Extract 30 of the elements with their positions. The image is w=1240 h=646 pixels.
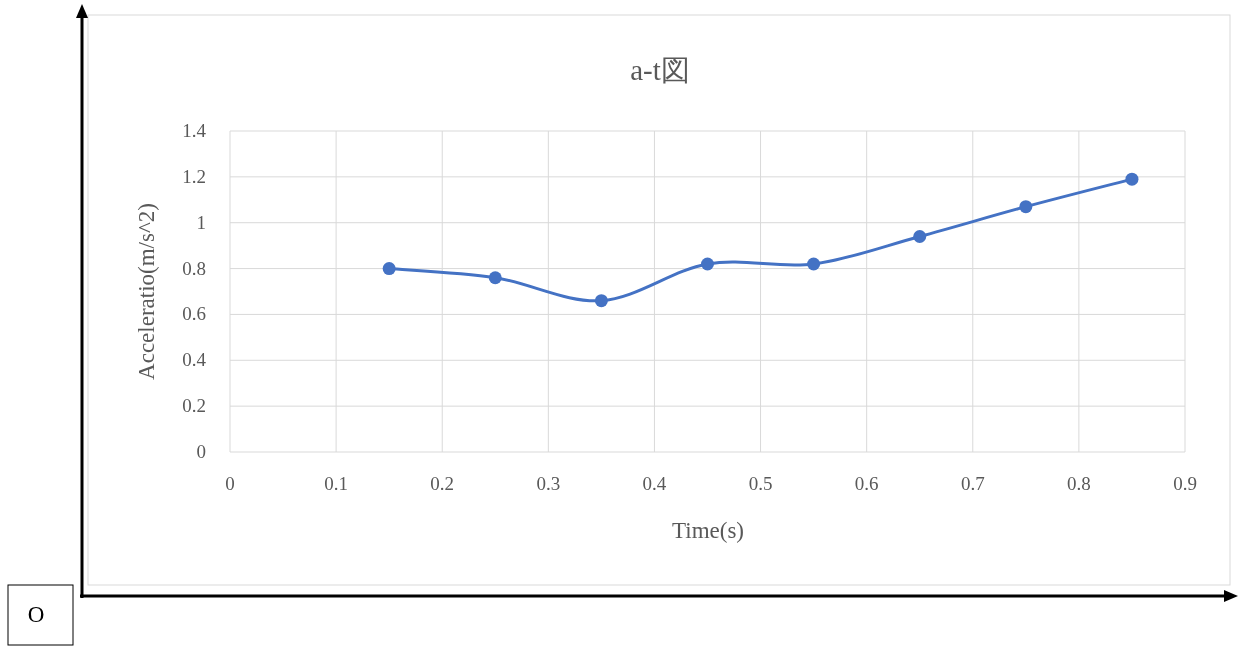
- point: [1019, 200, 1033, 214]
- y-axis-title: Acceleratio(m/s^2): [134, 203, 159, 380]
- point: [488, 271, 502, 285]
- chart-title: a-t図: [630, 54, 690, 86]
- x-tick-label: 0.7: [960, 473, 985, 494]
- x-tick-label: 0.1: [324, 473, 348, 494]
- point: [382, 262, 396, 276]
- x-tick-label: 0.6: [854, 473, 879, 494]
- y-tick-label: 1.2: [182, 165, 206, 187]
- y-tick-label: 0.8: [182, 257, 206, 279]
- y-tick-label: 0.6: [182, 303, 206, 325]
- x-tick-label: 0: [225, 473, 235, 494]
- point: [807, 257, 821, 271]
- y-tick-label: 1.4: [182, 120, 207, 141]
- x-tick-label: 0.4: [642, 473, 667, 494]
- x-tick-label: 0.9: [1173, 473, 1197, 494]
- point: [1125, 172, 1139, 186]
- text: O: [27, 602, 45, 627]
- point: [701, 257, 714, 271]
- y-tick-label: 1: [196, 211, 206, 233]
- x-tick-label: 0.3: [536, 473, 561, 494]
- point: [594, 294, 608, 308]
- point: [913, 229, 927, 243]
- x-tick-label: 0.5: [748, 473, 773, 494]
- y-tick-label: 0.2: [182, 395, 206, 417]
- x-axis-title: Time(s): [672, 518, 744, 543]
- x-tick-label: 0.2: [430, 473, 455, 494]
- y-tick-label: 0.4: [182, 349, 207, 371]
- y-tick-label: 0: [196, 441, 206, 462]
- x-tick-label: 0.8: [1067, 473, 1091, 494]
